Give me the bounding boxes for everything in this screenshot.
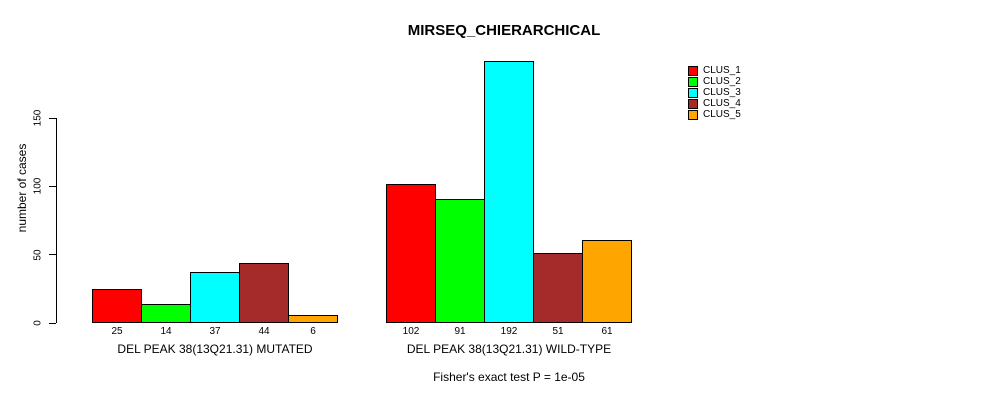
legend-label: CLUS_4 xyxy=(703,98,741,109)
y-axis-label: number of cases xyxy=(15,143,29,233)
bar-clus_5-group2 xyxy=(582,240,632,323)
bar-clus_2-group1 xyxy=(141,304,191,323)
chart-title: MIRSEQ_CHIERARCHICAL xyxy=(407,22,601,39)
bar-clus_1-group2 xyxy=(386,184,436,323)
bar-value-label: 14 xyxy=(160,326,172,337)
bar-clus_1-group1 xyxy=(92,289,142,323)
legend-label: CLUS_5 xyxy=(703,109,741,120)
legend-swatch-clus_3 xyxy=(688,87,698,98)
legend-swatch-clus_2 xyxy=(688,76,698,87)
legend-label: CLUS_1 xyxy=(703,65,741,76)
y-tick-mark xyxy=(49,254,56,256)
bar-value-label: 37 xyxy=(209,326,221,337)
y-tick-mark xyxy=(49,322,56,324)
y-tick-mark xyxy=(49,117,56,119)
bar-clus_4-group2 xyxy=(533,253,583,323)
legend-label: CLUS_2 xyxy=(703,76,741,87)
bar-value-label: 44 xyxy=(258,326,270,337)
legend-swatch-clus_4 xyxy=(688,98,698,109)
y-axis-line xyxy=(56,118,57,323)
legend-item-clus_2: CLUS_2 xyxy=(688,76,741,87)
x-axis-group-label: DEL PEAK 38(13Q21.31) WILD-TYPE xyxy=(406,342,612,356)
legend-item-clus_1: CLUS_1 xyxy=(688,65,741,76)
legend-item-clus_4: CLUS_4 xyxy=(688,98,741,109)
bar-clus_4-group1 xyxy=(239,263,289,323)
bar-value-label: 51 xyxy=(552,326,564,337)
bar-value-label: 192 xyxy=(500,326,518,337)
subtitle-fisher-test: Fisher's exact test P = 1e-05 xyxy=(433,370,585,384)
bar-clus_5-group1 xyxy=(288,315,338,323)
bar-value-label: 91 xyxy=(454,326,466,337)
bar-clus_3-group1 xyxy=(190,272,240,323)
bar-clus_2-group2 xyxy=(435,199,485,323)
y-tick-label: 0 xyxy=(32,320,44,326)
bar-clus_3-group2 xyxy=(484,61,534,323)
bar-value-label: 25 xyxy=(111,326,123,337)
legend-swatch-clus_5 xyxy=(688,109,698,120)
y-tick-label: 150 xyxy=(32,109,44,127)
bar-value-label: 102 xyxy=(402,326,420,337)
legend-item-clus_5: CLUS_5 xyxy=(688,109,741,120)
bar-value-label: 6 xyxy=(310,326,316,337)
y-tick-mark xyxy=(49,185,56,187)
legend-label: CLUS_3 xyxy=(703,87,741,98)
legend-item-clus_3: CLUS_3 xyxy=(688,87,741,98)
legend-swatch-clus_1 xyxy=(688,65,698,76)
bar-value-label: 61 xyxy=(601,326,613,337)
x-axis-group-label: DEL PEAK 38(13Q21.31) MUTATED xyxy=(117,342,313,356)
y-tick-label: 100 xyxy=(32,177,44,195)
y-tick-label: 50 xyxy=(32,249,44,261)
